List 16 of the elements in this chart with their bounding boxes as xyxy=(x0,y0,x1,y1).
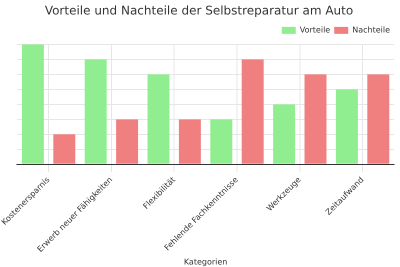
bar xyxy=(53,134,76,164)
bar xyxy=(116,119,138,164)
bar xyxy=(367,74,390,164)
bar xyxy=(210,119,232,164)
legend-label: Nachteile xyxy=(352,25,390,34)
bar xyxy=(242,59,264,164)
bar xyxy=(178,119,201,164)
x-axis-title: Kategorien xyxy=(184,257,228,266)
bar xyxy=(336,89,358,164)
legend-label: Vorteile xyxy=(300,25,330,34)
bar xyxy=(22,44,44,164)
bar xyxy=(148,74,170,164)
chart-title: Vorteile und Nachteile der Selbstreparatur am Auto xyxy=(44,3,354,18)
bar xyxy=(273,104,296,164)
bar xyxy=(84,59,107,164)
bar xyxy=(304,74,326,164)
